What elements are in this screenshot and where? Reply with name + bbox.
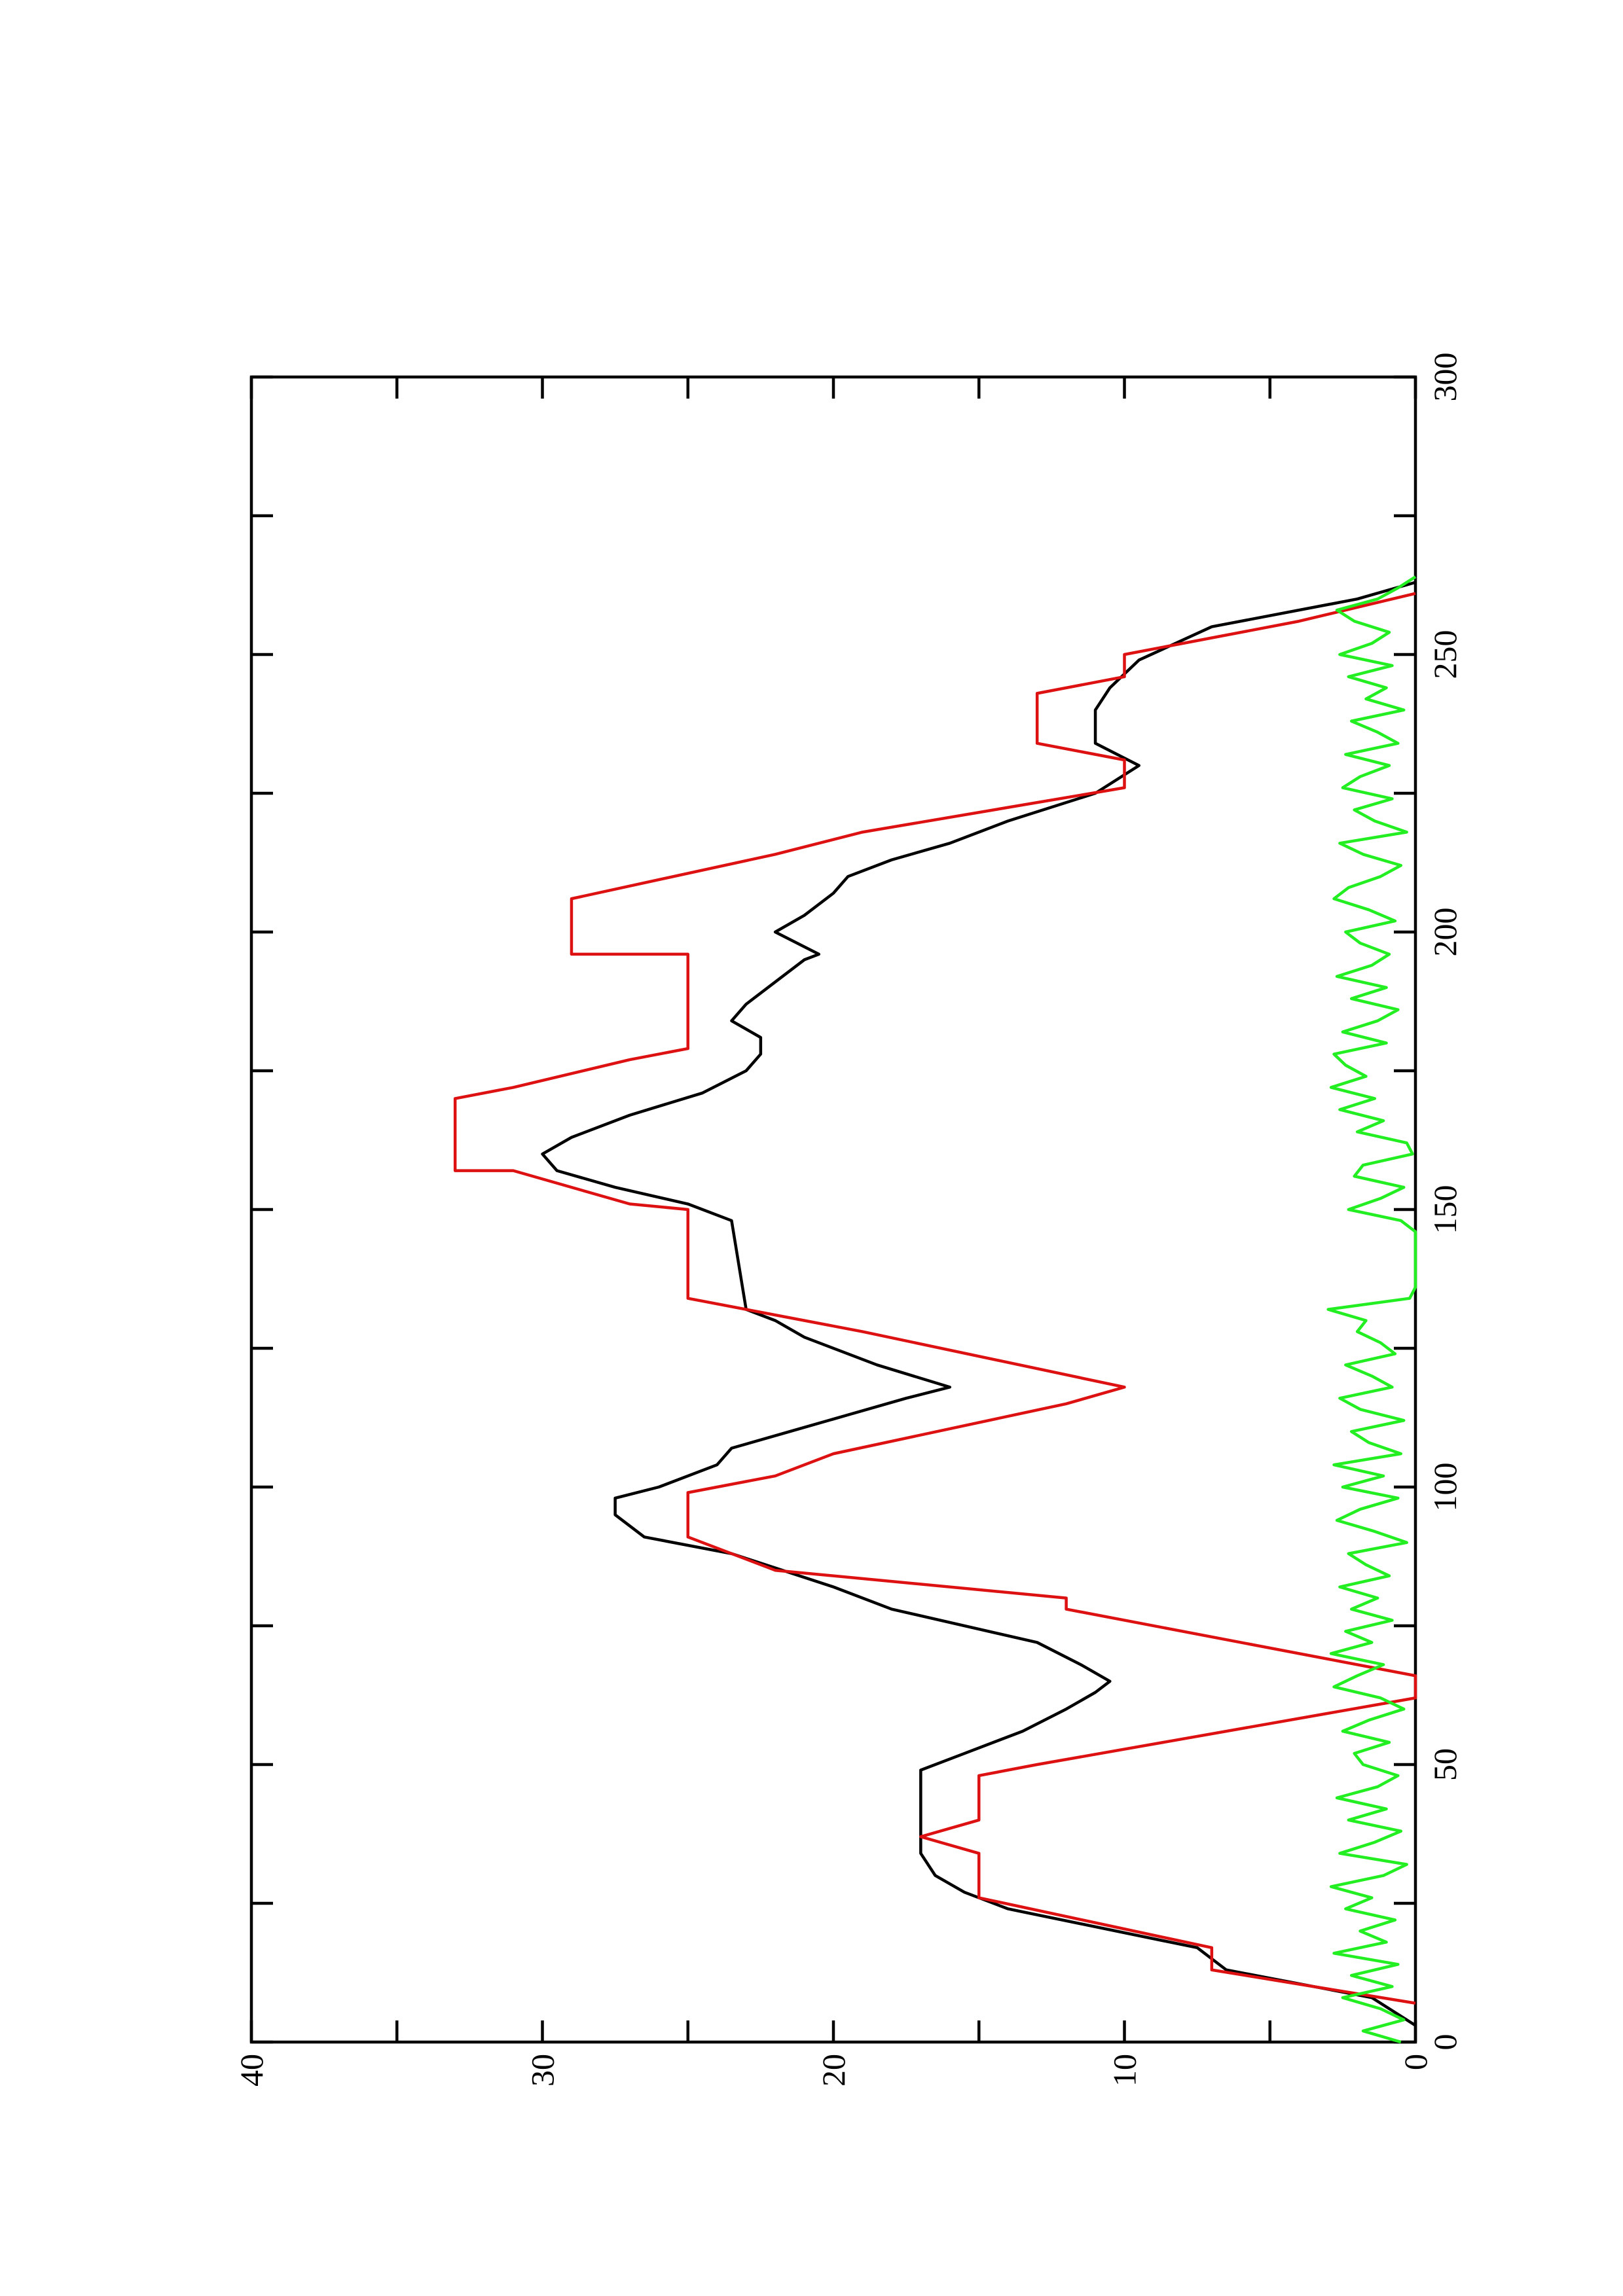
x-tick-label: 300: [1427, 353, 1463, 402]
y-tick-label: 30: [524, 2054, 561, 2087]
series-line: [453, 592, 1417, 2005]
y-tick-label: 0: [1397, 2054, 1434, 2070]
x-tick-label: 0: [1427, 2034, 1463, 2051]
plot-area: 0 50 100 150 200 250 300 0 10 20 30 40: [233, 353, 1463, 2087]
y-tick-label: 20: [815, 2054, 852, 2087]
plot-frame: [249, 375, 1417, 2044]
x-tick-label: 100: [1427, 1463, 1463, 1512]
x-tick-label: 250: [1427, 630, 1463, 679]
y-tick-label: 40: [233, 2054, 270, 2087]
x-tick-label: 50: [1427, 1748, 1463, 1781]
x-tick-label: 200: [1427, 908, 1463, 957]
series-line: [1326, 575, 1417, 2044]
y-tick-label: 10: [1106, 2054, 1143, 2087]
x-tick-label: 150: [1427, 1185, 1463, 1234]
series-line: [541, 581, 1417, 2027]
